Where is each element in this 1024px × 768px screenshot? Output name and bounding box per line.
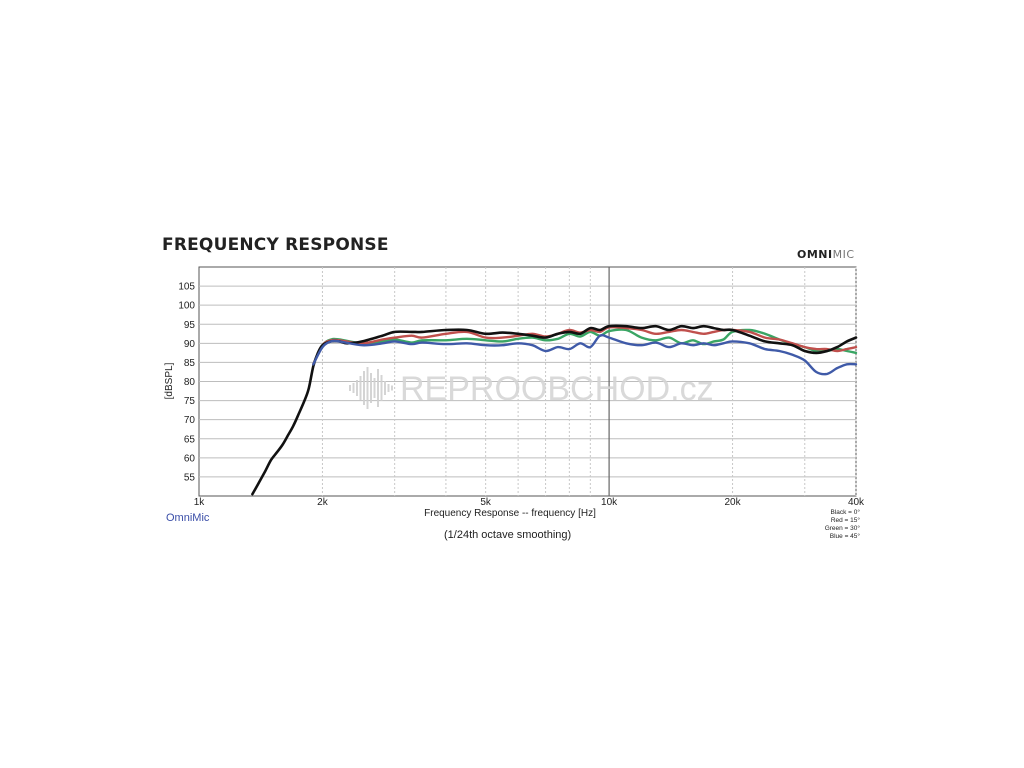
grid-lines bbox=[199, 267, 857, 496]
legend-entry-black: Black = 0° bbox=[830, 509, 860, 516]
legend: Black = 0° Red = 15° Green = 30° Blue = … bbox=[800, 509, 860, 541]
y-tick-label: 95 bbox=[184, 320, 196, 331]
chart-title: FREQUENCY RESPONSE bbox=[162, 235, 389, 255]
y-tick-label: 60 bbox=[184, 453, 196, 464]
y-tick-label: 100 bbox=[178, 301, 195, 312]
series-line-black bbox=[251, 324, 858, 496]
y-tick-label: 75 bbox=[184, 396, 196, 407]
y-tick-label: 85 bbox=[184, 358, 196, 369]
series-lines bbox=[251, 324, 858, 496]
watermark-text: REPROOBCHOD.cz bbox=[400, 370, 714, 408]
legend-entry-green: Green = 30° bbox=[824, 525, 860, 532]
axis-ticks: 55 60 65 70 75 80 85 90 95 100 105 1k 2k 5k 10k 20k 40k bbox=[178, 282, 865, 508]
x-tick-label: 2k bbox=[317, 497, 329, 508]
y-tick-label: 80 bbox=[184, 377, 196, 388]
y-axis-label: [dBSPL] bbox=[164, 362, 175, 399]
waveform-icon bbox=[349, 367, 393, 409]
x-axis-label: Frequency Response -- frequency [Hz] bbox=[424, 508, 596, 519]
y-tick-label: 105 bbox=[178, 282, 195, 293]
x-tick-label: 40k bbox=[848, 497, 865, 508]
x-tick-label: 5k bbox=[480, 497, 492, 508]
x-tick-label: 1k bbox=[194, 497, 206, 508]
y-tick-label: 55 bbox=[184, 472, 196, 483]
x-tick-label: 20k bbox=[724, 497, 741, 508]
legend-entry-red: Red = 15° bbox=[830, 517, 860, 524]
y-tick-label: 90 bbox=[184, 339, 196, 350]
series-line-blue bbox=[312, 333, 858, 376]
brand-bold: OMNI bbox=[797, 248, 833, 261]
smoothing-note: (1/24th octave smoothing) bbox=[444, 529, 572, 541]
x-tick-label: 10k bbox=[601, 497, 618, 508]
y-tick-label: 65 bbox=[184, 434, 196, 445]
omnimic-logo: OMNIMIC bbox=[797, 248, 855, 261]
y-tick-label: 70 bbox=[184, 415, 196, 426]
brand-thin: MIC bbox=[832, 248, 855, 261]
legend-entry-blue: Blue = 45° bbox=[829, 533, 860, 540]
omnimic-label: OmniMic bbox=[166, 512, 210, 524]
watermark: REPROOBCHOD.cz bbox=[349, 367, 714, 409]
